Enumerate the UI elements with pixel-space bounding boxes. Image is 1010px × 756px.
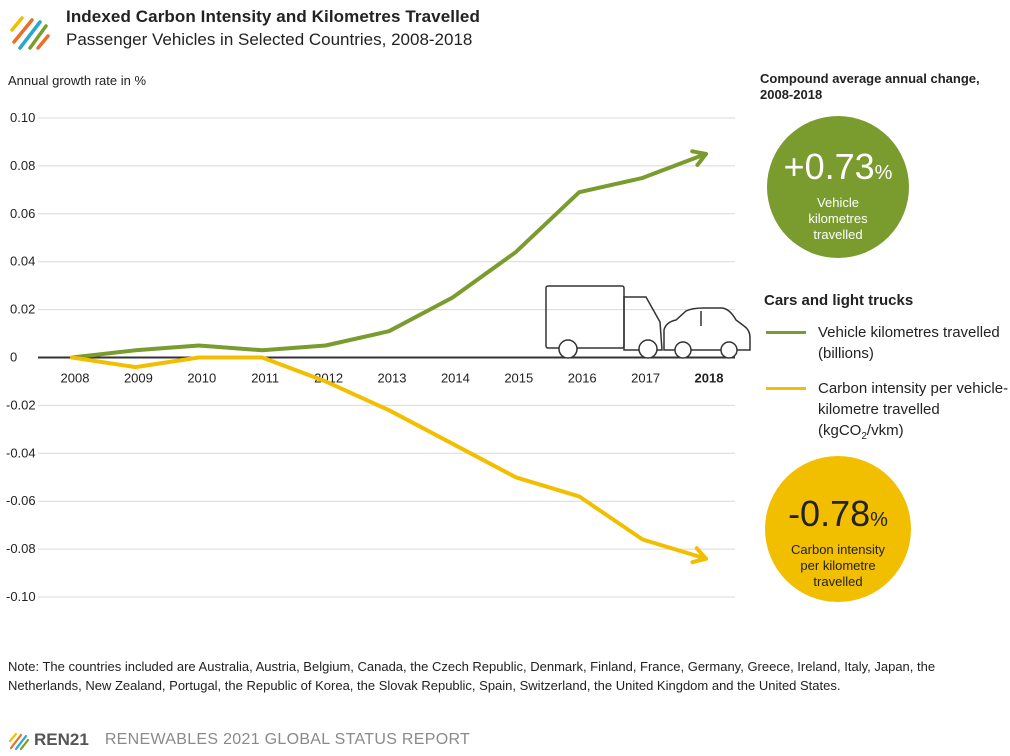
x-tick-label: 2013 <box>378 371 407 386</box>
y-tick-label: 0.06 <box>10 206 35 221</box>
series-line-carbon-intensity <box>70 355 708 561</box>
chart-subtitle: Passenger Vehicles in Selected Countries… <box>66 30 473 49</box>
legend-item-vehicle-km: Vehicle kilometres travelled (billions) <box>766 322 1010 364</box>
footer: REN21 RENEWABLES 2021 GLOBAL STATUS REPO… <box>8 729 470 751</box>
cagr-title: Compound average annual change, 2008-201… <box>760 71 980 102</box>
x-tick-label: 2016 <box>568 371 597 386</box>
vehicle-km-cagr-value: +0.73 <box>783 146 875 187</box>
y-tick-label: -0.08 <box>6 541 36 556</box>
x-tick-label: 2008 <box>61 371 90 386</box>
carbon-intensity-cagr-label: Carbon intensity per kilometre travelled <box>791 542 885 589</box>
legend-item-carbon-intensity: Carbon intensity per vehicle-kilometre t… <box>766 378 1010 447</box>
y-tick-label: 0 <box>10 350 17 365</box>
x-tick-label: 2017 <box>631 371 660 386</box>
carbon-intensity-cagr-bubble: -0.78% Carbon intensity per kilometre tr… <box>765 456 911 602</box>
line-chart: Annual growth rate in % 0.10 0.08 0.06 0.04… <box>6 73 751 604</box>
vehicle-km-cagr-bubble: +0.73% Vehicle kilometres travelled <box>767 116 909 258</box>
legend-swatch-yellow <box>766 387 806 390</box>
y-tick-label: 0.10 <box>10 110 35 125</box>
footer-brand: REN21 <box>34 730 89 749</box>
ren21-footer-logo-icon <box>8 732 30 751</box>
vehicle-km-cagr-unit: % <box>874 162 893 184</box>
ren21-logo-icon <box>10 16 50 50</box>
chart-note: Note: The countries included are Austral… <box>8 659 936 693</box>
arrow-head-icon <box>690 149 708 167</box>
y-tick-label: 0.04 <box>10 254 35 269</box>
legend-label-carbon-intensity: Carbon intensity per vehicle-kilometre t… <box>818 380 1009 442</box>
y-tick-label: 0.02 <box>10 302 35 317</box>
x-tick-label: 2011 <box>251 371 279 386</box>
series-line-vehicle-km <box>70 151 708 360</box>
x-tick-label: 2018 <box>695 371 724 386</box>
y-axis-title: Annual growth rate in % <box>8 73 146 88</box>
car-icon <box>663 307 751 359</box>
carbon-intensity-cagr-unit: % <box>870 509 888 531</box>
x-tick-label: 2015 <box>504 371 533 386</box>
legend-swatch-green <box>766 331 806 334</box>
y-tick-label: 0.08 <box>10 158 35 173</box>
legend-title: Cars and light trucks <box>764 292 914 309</box>
x-tick-label: 2010 <box>187 371 216 386</box>
x-tick-label: 2014 <box>441 371 470 386</box>
y-tick-label: -0.04 <box>6 445 36 460</box>
y-tick-label: -0.06 <box>6 493 36 508</box>
arrow-head-icon <box>690 546 708 565</box>
y-tick-label: -0.02 <box>6 397 36 412</box>
carbon-intensity-cagr-value: -0.78 <box>788 493 871 534</box>
x-tick-label: 2009 <box>124 371 153 386</box>
vehicle-km-cagr-label: Vehicle kilometres travelled <box>808 195 868 242</box>
truck-icon <box>545 285 663 359</box>
chart-title: Indexed Carbon Intensity and Kilometres … <box>66 7 480 26</box>
legend-label-vehicle-km: Vehicle kilometres travelled (billions) <box>818 324 1000 362</box>
y-tick-label: -0.10 <box>6 589 36 604</box>
footer-report-title: RENEWABLES 2021 GLOBAL STATUS REPORT <box>104 731 471 748</box>
